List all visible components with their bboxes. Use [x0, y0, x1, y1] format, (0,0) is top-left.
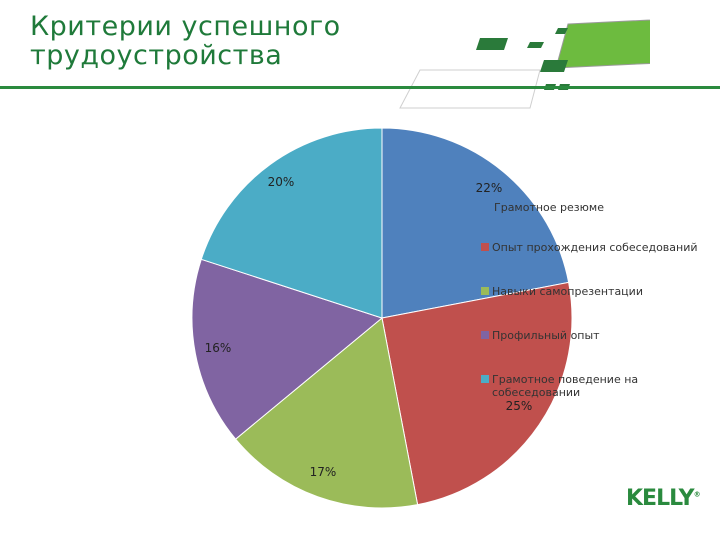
data-label-3: 17% [310, 465, 337, 479]
legend-label-4: Профильный опыт [492, 329, 600, 342]
pie-slice-5 [200, 127, 383, 319]
legend-label-1: Грамотное резюме [494, 201, 604, 214]
data-label-1: 22% [476, 181, 503, 195]
legend-swatch-3 [481, 287, 489, 295]
header-decoration [399, 19, 650, 109]
logo-mark: ® [693, 490, 701, 499]
data-label-4: 16% [205, 341, 232, 355]
legend-swatch-4 [481, 331, 489, 339]
data-label-2: 25% [506, 399, 533, 413]
pie-slice-2 [381, 281, 573, 506]
legend-swatch-2 [481, 243, 489, 251]
pie-slice-3 [234, 317, 419, 509]
legend-label-3: Навыки самопрезентации [492, 285, 643, 298]
data-label-5: 20% [268, 175, 295, 189]
title-line-1: Критерии успешного [30, 11, 341, 42]
logo-text: KELLY [626, 486, 695, 511]
legend-swatch-5 [481, 375, 489, 383]
legend-swatch-1 [481, 199, 489, 207]
header-rule [0, 86, 720, 89]
title-line-2: трудоустройства [30, 40, 283, 71]
pie-slice-1 [381, 127, 570, 319]
legend-label-5: Грамотное поведение на собеседовании [492, 373, 638, 399]
kelly-logo: KELLY® [626, 486, 701, 511]
slide-title: Критерии успешного трудоустройства [30, 12, 410, 70]
legend-label-2: Опыт прохождения собеседований [492, 241, 698, 254]
pie-slice-4 [191, 258, 384, 440]
